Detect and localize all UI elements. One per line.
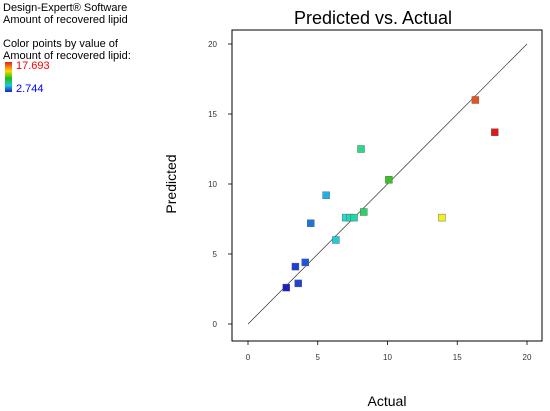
data-point xyxy=(282,283,290,292)
data-point xyxy=(385,176,393,184)
data-point xyxy=(471,96,480,104)
x-tick-label: 5 xyxy=(316,353,321,362)
y-tick-label: 20 xyxy=(208,40,217,49)
data-point xyxy=(322,191,330,199)
legend: Design-Expert® Software Amount of recove… xyxy=(3,2,131,62)
data-point xyxy=(332,236,340,244)
data-point xyxy=(350,213,358,222)
plot-area xyxy=(231,29,543,342)
data-point xyxy=(291,262,300,271)
data-point xyxy=(360,208,368,216)
data-point xyxy=(491,128,499,136)
y-tick-label: 10 xyxy=(208,180,217,189)
x-axis-ticks: 0 5 10 15 20 xyxy=(246,341,532,362)
x-tick-label: 15 xyxy=(453,353,462,362)
color-label-2: Amount of recovered lipid: xyxy=(3,50,131,62)
chart-title: Predicted vs. Actual xyxy=(294,8,452,28)
x-tick-label: 0 xyxy=(246,353,251,362)
data-point xyxy=(294,279,302,288)
data-point xyxy=(357,145,365,153)
y-axis-title: Predicted xyxy=(163,154,179,213)
data-point xyxy=(438,213,446,222)
response-name: Amount of recovered lipid xyxy=(3,14,128,26)
color-scale-min: 2.744 xyxy=(16,83,44,95)
data-point xyxy=(307,219,315,227)
color-scale-max: 17.693 xyxy=(16,60,50,72)
x-tick-label: 20 xyxy=(523,353,532,362)
software-name: Design-Expert® Software xyxy=(3,2,128,14)
data-points xyxy=(282,96,499,292)
color-scale-bar xyxy=(5,62,12,92)
data-point xyxy=(301,258,309,267)
x-axis-title: Actual xyxy=(368,393,407,409)
y-tick-label: 5 xyxy=(213,250,218,259)
y-tick-label: 0 xyxy=(213,320,218,329)
reference-line xyxy=(247,43,528,325)
y-tick-label: 15 xyxy=(208,110,217,119)
color-label-1: Color points by value of xyxy=(3,38,118,50)
x-tick-label: 10 xyxy=(383,353,392,362)
y-axis-ticks: 0 5 10 15 20 xyxy=(208,40,232,329)
